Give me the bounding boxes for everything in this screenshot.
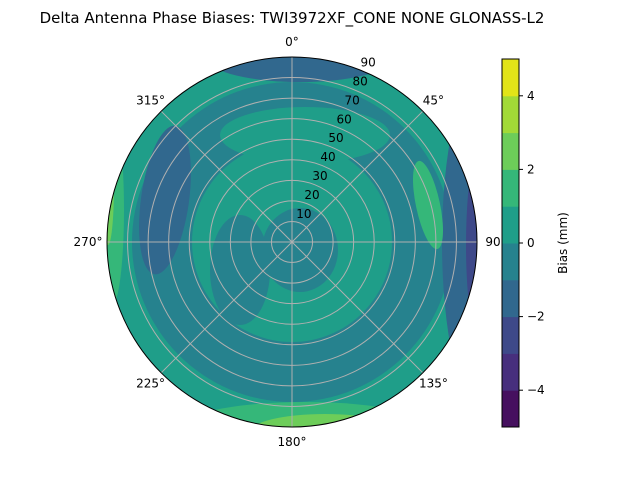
angular-tick-label: 180° (278, 435, 307, 449)
colorbar-tick-label: 2 (527, 162, 535, 176)
colorbar-band (502, 206, 519, 244)
contour-level-m2-m1 (139, 125, 191, 275)
contour-level-m1-0 (210, 215, 270, 325)
colorbar-tick-label: −4 (527, 383, 545, 397)
colorbar-band (502, 316, 519, 354)
colorbar-band (502, 390, 519, 428)
colorbar-tick-label: 4 (527, 89, 535, 103)
radial-tick-label: 80 (353, 74, 368, 88)
angular-tick-label: 90° (485, 235, 506, 249)
radial-tick-label: 90 (361, 56, 376, 70)
colorbar-band (502, 95, 519, 134)
contour-level-2-3 (250, 414, 400, 427)
angular-gridline (291, 110, 424, 243)
colorbar-tick-label: 0 (527, 236, 535, 250)
radial-tick-label: 60 (336, 112, 351, 126)
radial-tick-label: 30 (312, 169, 327, 183)
radial-tick-label: 40 (320, 150, 335, 164)
angular-tick-label: 135° (419, 376, 448, 390)
colorbar-band (502, 279, 519, 318)
angular-gridline (291, 241, 424, 374)
angular-tick-label: 225° (136, 376, 165, 390)
angular-gridline (160, 241, 293, 374)
colorbar (502, 59, 519, 428)
colorbar-label: Bias (mm) (556, 212, 570, 274)
radial-tick-label: 20 (304, 188, 319, 202)
radial-tick-label: 50 (328, 131, 343, 145)
colorbar-band (502, 132, 519, 170)
chart-title: Delta Antenna Phase Biases: TWI3972XF_CO… (40, 9, 545, 28)
radial-tick-label: 10 (296, 207, 311, 221)
colorbar-band (502, 169, 519, 207)
angular-tick-label: 45° (423, 94, 444, 108)
angular-tick-label: 315° (136, 94, 165, 108)
colorbar-tick-label: −2 (527, 310, 545, 324)
polar-grid (107, 57, 477, 427)
colorbar-band (502, 59, 519, 97)
angular-tick-label: 270° (74, 235, 103, 249)
colorbar-band (502, 243, 519, 281)
radial-tick-label: 70 (344, 93, 359, 107)
colorbar-band (502, 353, 519, 391)
angular-gridline (160, 110, 293, 243)
angular-tick-label: 0° (285, 35, 299, 49)
contour-level-m2-m1 (210, 57, 390, 82)
polar-frame (106, 56, 478, 428)
contour-level-1-2 (175, 402, 435, 427)
